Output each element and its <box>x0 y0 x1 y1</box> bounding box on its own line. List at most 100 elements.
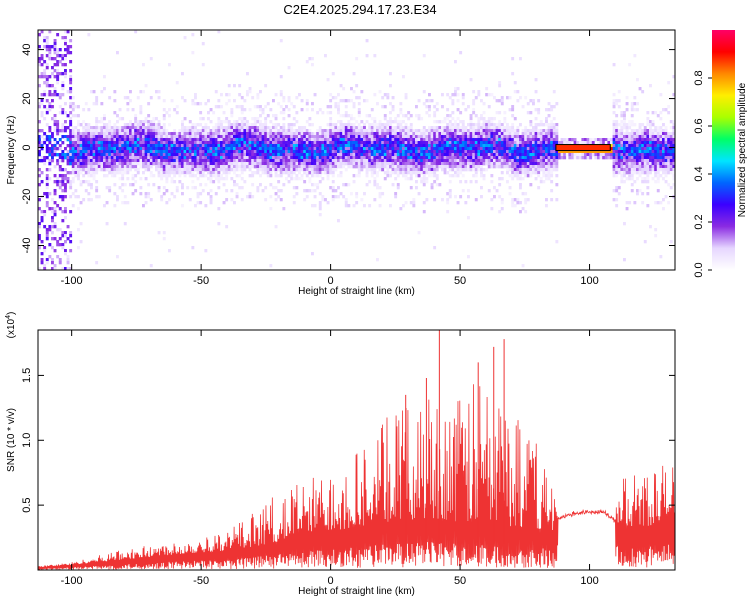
spectrogram-cell <box>295 156 299 160</box>
spectrogram-cell <box>196 135 200 139</box>
spectrogram-cell <box>482 156 486 160</box>
spectrogram-cell <box>272 123 275 127</box>
spectrogram-cell <box>623 162 626 166</box>
spectrogram-cell <box>321 153 325 157</box>
spectrogram-cell <box>139 120 143 124</box>
spectrogram-cell <box>589 153 593 157</box>
spectrogram-cell <box>451 144 455 148</box>
spectrogram-cell <box>612 105 616 109</box>
spectrogram-cell <box>222 138 226 142</box>
spectrogram-cell <box>238 93 242 97</box>
spectrogram-cell <box>269 129 273 133</box>
spectrogram-cell <box>448 120 452 124</box>
spectrogram-cell <box>214 156 218 160</box>
spectrogram-cell <box>204 156 208 160</box>
spectrogram-cell <box>391 147 395 151</box>
spectrogram-cell <box>58 258 62 262</box>
spectrogram-cell <box>144 177 148 181</box>
spectrogram-cell <box>529 171 533 175</box>
spectrogram-cell <box>316 183 320 187</box>
spectrogram-cell <box>287 168 291 172</box>
spectrogram-cell <box>316 129 320 133</box>
spectrogram-cell <box>396 168 400 172</box>
spectrogram-cell <box>532 144 535 148</box>
spectrogram-cell <box>292 177 296 181</box>
spectrogram-cell <box>534 147 538 151</box>
spectrogram-cell <box>456 138 460 142</box>
spectrogram-cell <box>360 141 364 145</box>
spectrogram-cell <box>656 150 660 154</box>
spectrogram-cell <box>175 168 179 172</box>
spectrogram-cell <box>651 132 655 136</box>
spectrogram-cell <box>623 123 626 127</box>
spectrogram-cell <box>51 210 54 214</box>
spectrogram-cell <box>227 159 231 163</box>
spectrogram-cell <box>446 123 450 127</box>
spectrogram-cell <box>149 144 153 148</box>
spectrogram-cell <box>430 159 434 163</box>
spectrogram-cell <box>84 138 88 142</box>
spectrogram-cell <box>147 159 151 163</box>
spectrogram-cell <box>662 135 665 139</box>
spectrogram-cell <box>467 132 470 136</box>
spectrogram-cell <box>664 126 668 130</box>
spectrogram-cell <box>545 138 548 142</box>
spectrogram-cell <box>269 165 273 169</box>
spectrogram-cell <box>45 156 49 160</box>
spectrogram-cell <box>659 162 663 166</box>
spectrogram-cell <box>550 135 554 139</box>
spectrogram-cell <box>235 129 239 133</box>
spectrogram-cell <box>334 144 338 148</box>
spectrogram-cell <box>204 153 208 157</box>
spectrogram-cell <box>625 147 629 151</box>
spectrogram-cell <box>438 132 442 136</box>
spectrogram-cell <box>506 165 509 169</box>
spectrogram-cell <box>214 138 218 142</box>
spectrogram-cell <box>521 264 525 268</box>
spectrogram-cell <box>191 165 195 169</box>
spectrogram-cell <box>438 138 442 142</box>
spectrogram-cell <box>77 135 80 139</box>
spectrogram-cell <box>204 144 208 148</box>
spectrogram-cell <box>396 183 400 187</box>
spectrogram-cell <box>526 171 530 175</box>
spectrogram-cell <box>500 207 504 211</box>
spectrogram-cell <box>451 111 455 115</box>
spectrogram-cell <box>617 147 621 151</box>
spectrogram-cell <box>217 99 221 103</box>
spectrogram-cell <box>51 159 54 163</box>
spectrogram-cell <box>391 183 395 187</box>
spectrogram-cell <box>209 174 213 178</box>
spectrogram-cell <box>142 63 145 67</box>
spectrogram-cell <box>428 93 431 97</box>
spectrogram-cell <box>220 156 223 160</box>
spectrogram-cell <box>433 114 437 118</box>
spectrogram-cell <box>168 123 171 127</box>
spectrogram-cell <box>113 144 117 148</box>
spectrogram-cell <box>425 141 429 145</box>
spectrogram-cell <box>303 150 307 154</box>
spectrogram-cell <box>277 162 281 166</box>
spectrogram-cell <box>157 162 161 166</box>
spectrogram-cell <box>129 120 132 124</box>
spectrogram-cell <box>48 84 52 88</box>
spectrogram-cell <box>71 138 75 142</box>
spectrogram-cell <box>352 180 356 184</box>
spectrogram-cell <box>469 162 473 166</box>
spectrogram-cell <box>352 156 356 160</box>
spectrogram-cell <box>430 126 434 130</box>
spectrogram-cell <box>121 183 125 187</box>
spectrogram-cell <box>409 165 413 169</box>
spectrogram-cell <box>285 105 288 109</box>
spectrogram-cell <box>225 117 229 121</box>
spectrogram-cell <box>347 141 351 145</box>
spectrogram-cell <box>552 123 556 127</box>
spectrogram-cell <box>630 129 634 133</box>
spectrogram-cell <box>152 135 156 139</box>
spectrogram-cell <box>225 93 229 97</box>
spectrogram-cell <box>196 141 200 145</box>
spectrogram-cell <box>220 105 223 109</box>
spectrogram-cell <box>279 171 283 175</box>
spectrogram-cell <box>290 144 294 148</box>
spectrogram-cell <box>235 192 239 196</box>
